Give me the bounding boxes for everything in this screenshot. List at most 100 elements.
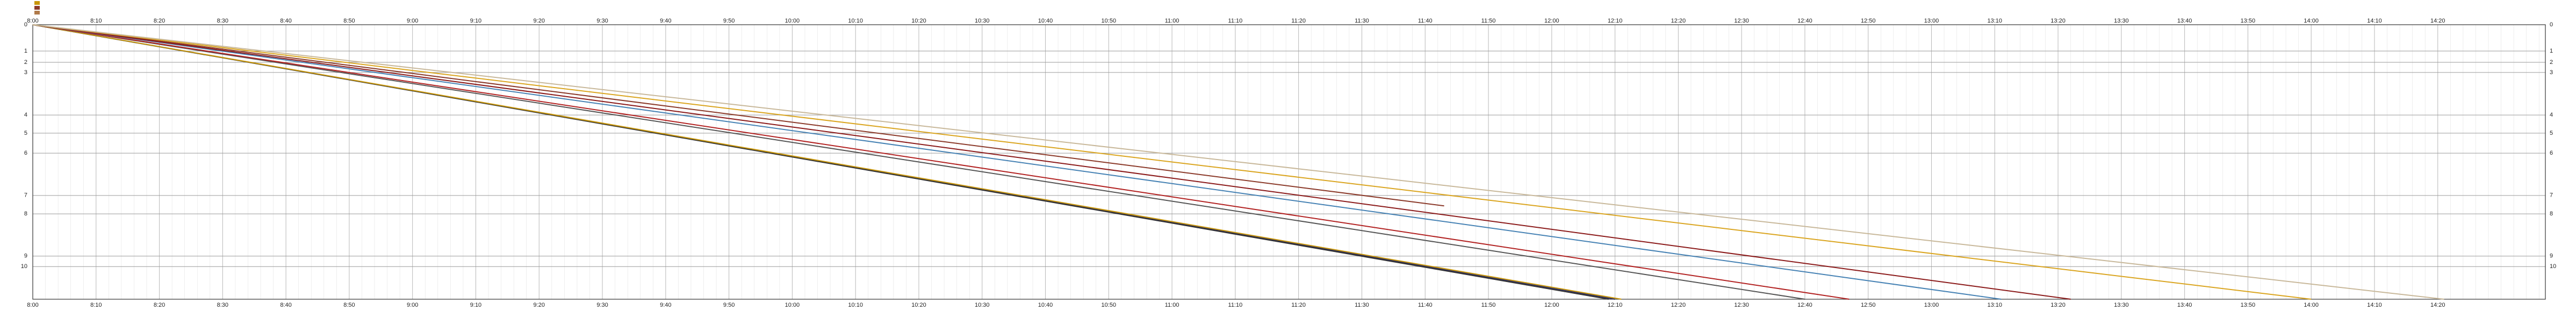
- x-tick-label-bottom: 12:30: [1734, 302, 1749, 308]
- x-tick-label-top: 9:10: [470, 18, 481, 24]
- x-tick-label-bottom: 12:20: [1671, 302, 1686, 308]
- x-tick-label-top: 8:10: [90, 18, 102, 24]
- x-tick-label-top: 8:20: [154, 18, 165, 24]
- x-tick-label-bottom: 9:10: [470, 302, 481, 308]
- x-tick-label-bottom: 10:30: [975, 302, 990, 308]
- x-tick-label-top: 13:30: [2114, 18, 2129, 24]
- x-tick-label-bottom: 10:20: [911, 302, 926, 308]
- x-tick-label-bottom: 8:50: [343, 302, 355, 308]
- x-tick-label-bottom: 14:20: [2430, 302, 2445, 308]
- x-tick-label-bottom: 11:10: [1228, 302, 1243, 308]
- x-tick-label-top: 9:00: [407, 18, 418, 24]
- y-tick-label-right: 0: [2550, 21, 2553, 28]
- x-tick-label-bottom: 13:10: [1988, 302, 2003, 308]
- plot-frame: [32, 24, 2546, 300]
- x-tick-label-top: 10:50: [1102, 18, 1117, 24]
- y-tick-label-left: 9: [24, 253, 27, 259]
- y-tick-label-left: 1: [24, 48, 27, 54]
- labels: 8:00 8:00 8:10 8:10 8:20 8:20 8:30 8:30 8:40 8:40…: [21, 18, 2557, 308]
- x-tick-label-bottom: 12:10: [1608, 302, 1623, 308]
- x-tick-label-top: 9:50: [723, 18, 735, 24]
- x-tick-label-bottom: 12:50: [1861, 302, 1876, 308]
- x-tick-label-top: 8:50: [343, 18, 355, 24]
- icon: [34, 6, 40, 10]
- x-tick-label-bottom: 9:20: [534, 302, 545, 308]
- x-tick-label-bottom: 10:00: [785, 302, 800, 308]
- x-tick-label-bottom: 14:10: [2367, 302, 2382, 308]
- x-tick-label-top: 12:10: [1608, 18, 1623, 24]
- x-tick-label-top: 11:10: [1228, 18, 1243, 24]
- x-tick-label-top: 9:20: [534, 18, 545, 24]
- x-tick-label-bottom: 8:00: [27, 302, 38, 308]
- grid: [32, 24, 2546, 300]
- x-tick-label-bottom: 11:50: [1481, 302, 1496, 308]
- x-tick-label-top: 11:50: [1481, 18, 1496, 24]
- y-tick-label-right: 5: [2550, 130, 2553, 136]
- y-tick-label-left: 8: [24, 211, 27, 217]
- y-tick-label-left: 4: [24, 112, 27, 118]
- x-tick-label-top: 8:40: [280, 18, 291, 24]
- x-tick-label-top: 11:40: [1418, 18, 1433, 24]
- x-tick-label-bottom: 12:00: [1544, 302, 1559, 308]
- x-tick-label-top: 8:30: [217, 18, 228, 24]
- x-tick-label-top: 13:00: [1924, 18, 1939, 24]
- x-tick-label-bottom: 9:30: [596, 302, 608, 308]
- x-tick-label-top: 14:10: [2367, 18, 2382, 24]
- x-tick-label-top: 13:20: [2050, 18, 2066, 24]
- y-tick-label-left: 5: [24, 130, 27, 136]
- y-tick-label-right: 9: [2550, 253, 2553, 259]
- x-tick-label-bottom: 9:50: [723, 302, 735, 308]
- x-tick-label-top: 13:10: [1988, 18, 2003, 24]
- x-tick-label-bottom: 11:30: [1355, 302, 1369, 308]
- train-line: [32, 24, 2002, 300]
- x-tick-label-top: 10:00: [785, 18, 800, 24]
- x-tick-label-top: 14:20: [2430, 18, 2445, 24]
- train-line: [32, 24, 2444, 300]
- x-tick-label-top: 11:30: [1355, 18, 1369, 24]
- x-tick-label-bottom: 9:00: [407, 302, 418, 308]
- y-tick-label-right: 7: [2550, 192, 2553, 199]
- y-tick-label-right: 1: [2550, 48, 2553, 54]
- x-tick-label-top: 12:40: [1797, 18, 1812, 24]
- train-line: [32, 24, 1850, 300]
- y-tick-label-right: 10: [2550, 263, 2556, 270]
- train-line: [32, 24, 2312, 300]
- x-tick-label-top: 10:40: [1038, 18, 1053, 24]
- x-tick-label-top: 12:50: [1861, 18, 1876, 24]
- x-tick-label-bottom: 8:20: [154, 302, 165, 308]
- y-tick-label-right: 3: [2550, 69, 2553, 76]
- x-tick-label-bottom: 12:40: [1797, 302, 1812, 308]
- y-tick-label-right: 8: [2550, 211, 2553, 217]
- y-tick-label-right: 4: [2550, 112, 2553, 118]
- train-line: [32, 24, 1622, 300]
- x-tick-label-bottom: 8:10: [90, 302, 102, 308]
- x-tick-label-bottom: 8:40: [280, 302, 291, 308]
- x-tick-label-top: 9:40: [660, 18, 671, 24]
- train-line: [32, 24, 1444, 207]
- y-tick-label-right: 6: [2550, 150, 2553, 156]
- trains: [32, 24, 2444, 300]
- x-tick-label-bottom: 10:10: [848, 302, 863, 308]
- x-tick-label-top: 14:00: [2304, 18, 2319, 24]
- y-tick-label-right: 2: [2550, 59, 2553, 66]
- x-tick-label-top: 8:00: [27, 18, 38, 24]
- x-tick-label-top: 10:30: [975, 18, 990, 24]
- y-tick-label-left: 7: [24, 192, 27, 199]
- x-tick-label-bottom: 13:30: [2114, 302, 2129, 308]
- x-tick-label-top: 13:50: [2241, 18, 2256, 24]
- icon: [34, 11, 40, 15]
- icon: [34, 1, 40, 5]
- x-tick-label-top: 12:20: [1671, 18, 1686, 24]
- x-tick-label-bottom: 11:20: [1291, 302, 1306, 308]
- y-tick-label-left: 3: [24, 69, 27, 76]
- x-tick-label-top: 12:30: [1734, 18, 1749, 24]
- x-tick-label-bottom: 8:30: [217, 302, 228, 308]
- x-tick-label-bottom: 14:00: [2304, 302, 2319, 308]
- x-tick-label-top: 12:00: [1544, 18, 1559, 24]
- train-line: [32, 24, 2071, 300]
- x-tick-label-top: 11:00: [1165, 18, 1179, 24]
- x-tick-label-bottom: 10:40: [1038, 302, 1053, 308]
- y-tick-label-left: 2: [24, 59, 27, 66]
